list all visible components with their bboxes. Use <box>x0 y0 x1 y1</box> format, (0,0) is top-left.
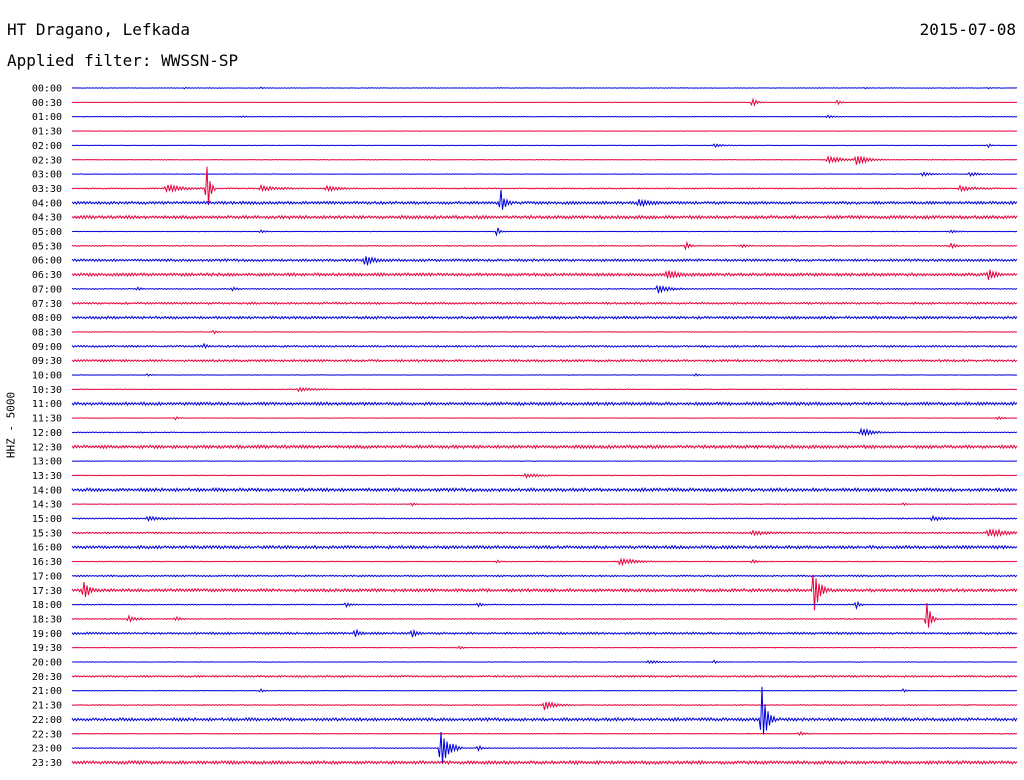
trace-time-label: 17:30 <box>32 586 62 597</box>
seismic-trace-0300 <box>71 171 1018 177</box>
trace-time-label: 07:00 <box>32 284 62 295</box>
trace-time-label: 15:00 <box>32 514 62 525</box>
trace-time-label: 20:30 <box>32 672 62 683</box>
seismic-trace-0900 <box>71 342 1018 350</box>
seismic-trace-0330 <box>71 166 1018 206</box>
trace-time-label: 01:00 <box>32 112 62 123</box>
trace-time-label: 13:30 <box>32 471 62 482</box>
seismic-trace-2300 <box>71 731 1018 764</box>
seismic-trace-2100 <box>71 688 1018 693</box>
trace-time-label: 14:30 <box>32 500 62 511</box>
trace-time-label: 23:00 <box>32 744 62 755</box>
seismic-trace-0230 <box>71 155 1018 165</box>
trace-time-label: 12:00 <box>32 428 62 439</box>
trace-time-label: 22:30 <box>32 729 62 740</box>
trace-time-label: 13:00 <box>32 457 62 468</box>
trace-time-label: 18:00 <box>32 600 62 611</box>
seismic-trace-0530 <box>71 240 1018 251</box>
trace-time-label: 00:00 <box>32 84 62 95</box>
seismic-trace-1330 <box>71 472 1018 479</box>
trace-time-label: 06:30 <box>32 270 62 281</box>
trace-time-label: 00:30 <box>32 98 62 109</box>
trace-time-label: 05:00 <box>32 227 62 238</box>
seismic-trace-1500 <box>71 514 1018 523</box>
seismic-trace-2030 <box>71 674 1018 679</box>
trace-time-label: 09:30 <box>32 356 62 367</box>
seismic-trace-1830 <box>71 602 1018 628</box>
trace-time-label: 10:30 <box>32 385 62 396</box>
trace-time-label: 19:30 <box>32 643 62 654</box>
trace-time-label: 02:30 <box>32 155 62 166</box>
seismic-trace-1130 <box>71 415 1018 421</box>
seismic-trace-0700 <box>71 284 1018 294</box>
trace-time-label: 11:00 <box>32 399 62 410</box>
trace-time-label: 05:30 <box>32 241 62 252</box>
seismic-trace-0930 <box>71 358 1018 363</box>
trace-time-label: 20:00 <box>32 658 62 669</box>
seismic-trace-2130 <box>71 700 1018 711</box>
trace-time-label: 11:30 <box>32 414 62 425</box>
trace-time-label: 04:30 <box>32 213 62 224</box>
seismic-trace-0500 <box>71 227 1018 237</box>
seismic-trace-1100 <box>71 401 1018 407</box>
trace-time-label: 07:30 <box>32 299 62 310</box>
trace-time-label: 10:00 <box>32 371 62 382</box>
trace-time-label: 15:30 <box>32 528 62 539</box>
seismic-trace-0000 <box>71 86 1018 90</box>
trace-time-label: 19:00 <box>32 629 62 640</box>
seismic-trace-0030 <box>71 97 1018 107</box>
trace-time-label: 12:30 <box>32 442 62 453</box>
seismic-trace-1900 <box>71 628 1018 638</box>
trace-time-label: 04:00 <box>32 198 62 209</box>
trace-time-label: 21:00 <box>32 686 62 697</box>
seismic-trace-0800 <box>71 315 1018 320</box>
seismic-trace-1230 <box>71 444 1018 450</box>
seismic-trace-0430 <box>71 214 1018 220</box>
station-title: HT Dragano, Lefkada <box>7 20 191 39</box>
trace-time-label: 16:30 <box>32 557 62 568</box>
seismic-trace-0630 <box>71 269 1018 280</box>
trace-time-label: 02:00 <box>32 141 62 152</box>
trace-time-label: 22:00 <box>32 715 62 726</box>
seismic-trace-1200 <box>71 427 1018 437</box>
seismic-trace-0100 <box>71 114 1018 119</box>
seismic-trace-2230 <box>71 730 1018 737</box>
seismic-trace-0600 <box>71 256 1018 266</box>
trace-time-label: 08:00 <box>32 313 62 324</box>
seismic-trace-0730 <box>71 301 1018 306</box>
seismic-trace-0400 <box>71 189 1018 210</box>
seismic-trace-1630 <box>71 557 1018 567</box>
seismic-trace-1030 <box>71 386 1018 393</box>
seismic-trace-1800 <box>71 600 1018 610</box>
trace-time-label: 18:30 <box>32 614 62 625</box>
seismic-trace-1530 <box>71 527 1018 538</box>
seismic-trace-1400 <box>71 487 1018 493</box>
applied-filter-label: Applied filter: WWSSN-SP <box>7 51 239 70</box>
trace-time-label: 17:00 <box>32 571 62 582</box>
seismic-trace-2200 <box>71 686 1018 735</box>
seismic-trace-2000 <box>71 659 1018 665</box>
trace-time-label: 06:00 <box>32 256 62 267</box>
seismic-trace-1000 <box>71 372 1018 377</box>
trace-time-label: 09:00 <box>32 342 62 353</box>
trace-time-label: 16:00 <box>32 543 62 554</box>
seismic-trace-1930 <box>71 645 1018 650</box>
trace-time-label: 01:30 <box>32 127 62 138</box>
trace-time-label: 03:00 <box>32 170 62 181</box>
seismic-trace-0200 <box>71 143 1018 149</box>
trace-time-label: 14:00 <box>32 485 62 496</box>
seismic-trace-1430 <box>71 502 1018 507</box>
trace-time-label: 23:30 <box>32 758 62 769</box>
seismic-trace-1700 <box>71 574 1018 578</box>
trace-time-label: 21:30 <box>32 701 62 712</box>
trace-time-label: 03:30 <box>32 184 62 195</box>
seismic-trace-1300 <box>71 460 1018 462</box>
seismic-trace-1600 <box>71 544 1018 550</box>
seismic-trace-1730 <box>71 574 1018 611</box>
record-date: 2015-07-08 <box>919 20 1016 39</box>
seismic-trace-0830 <box>71 329 1018 335</box>
trace-time-label: 08:30 <box>32 327 62 338</box>
seismic-trace-2330 <box>71 759 1018 766</box>
